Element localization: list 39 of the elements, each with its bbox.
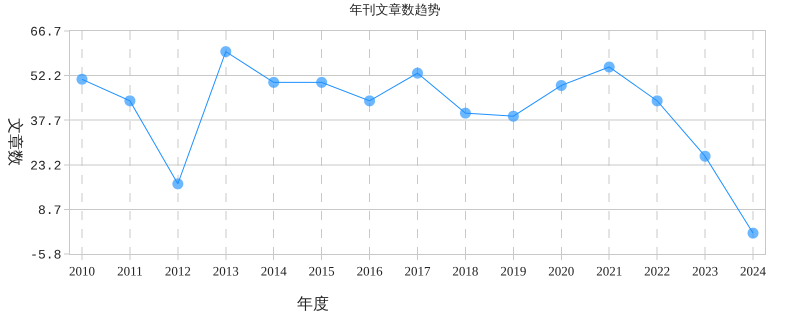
point xyxy=(460,108,471,119)
x-tick-label: 2016 xyxy=(356,264,384,279)
point xyxy=(652,95,663,106)
point xyxy=(268,76,280,88)
y-tick-label: 23.2 xyxy=(30,158,62,174)
x-tick-label: 2018 xyxy=(452,264,478,279)
x-tick-label: 2017 xyxy=(404,264,431,279)
y-tick-label: 52.2 xyxy=(30,69,62,84)
x-axis-title: 年度 xyxy=(297,294,329,313)
x-tick-label: 2014 xyxy=(260,264,288,279)
x-tick-label: 2011 xyxy=(117,264,143,279)
x-tick-label: 2019 xyxy=(500,264,526,279)
x-tick-label: 2015 xyxy=(308,264,335,279)
y-tick-label: 66.7 xyxy=(30,24,62,40)
x-tick-label: 2012 xyxy=(164,264,191,279)
point xyxy=(556,80,567,91)
x-tick-label: 2020 xyxy=(548,264,574,279)
point xyxy=(172,178,184,190)
point xyxy=(748,228,759,239)
point xyxy=(412,68,423,79)
x-tick-label: 2022 xyxy=(644,264,670,279)
x-tick-label: 2010 xyxy=(68,264,95,279)
point xyxy=(508,110,519,122)
point xyxy=(700,150,711,162)
y-tick-label: 37.7 xyxy=(30,114,62,129)
y-tick-label: 8.7 xyxy=(38,202,62,218)
point xyxy=(364,95,376,106)
x-tick-label: 2021 xyxy=(596,264,622,279)
chart-title: 年刊文章数趋势 xyxy=(350,3,440,18)
y-tick-label: -5.8 xyxy=(30,248,62,263)
x-tick-label: 2024 xyxy=(740,264,767,279)
x-tick-label: 2023 xyxy=(692,264,718,279)
point xyxy=(76,74,88,85)
point xyxy=(604,61,615,72)
y-axis-title: 文章数 xyxy=(6,118,25,166)
point xyxy=(316,76,328,88)
point xyxy=(124,95,136,106)
point xyxy=(220,46,232,58)
x-tick-label: 2013 xyxy=(212,264,239,279)
